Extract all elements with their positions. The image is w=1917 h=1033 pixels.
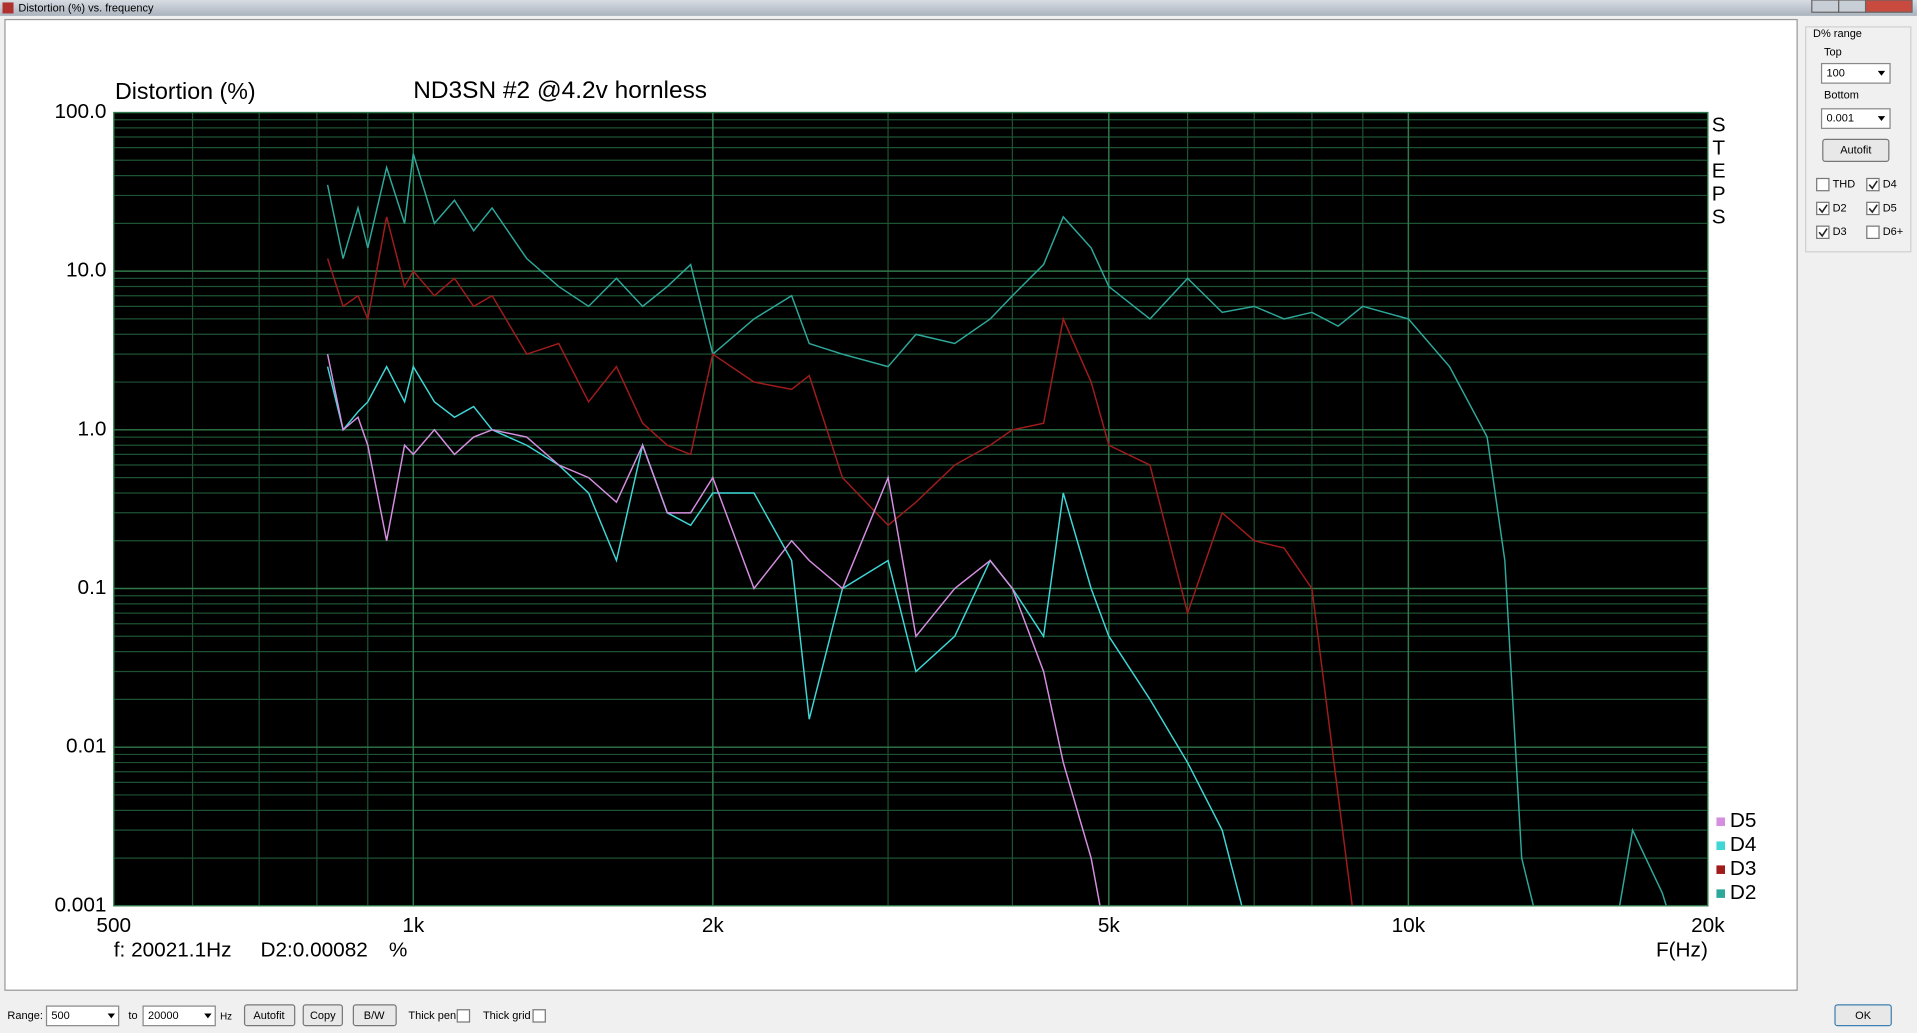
y-tick-label: 0.001 (54, 893, 106, 916)
check-mark (1868, 204, 1878, 214)
legend-swatch (1716, 889, 1725, 898)
ok-button[interactable] (1834, 1004, 1892, 1027)
legend-swatch (1716, 817, 1725, 827)
maximize-button[interactable] (1838, 0, 1867, 13)
range-label: Range: (7, 1010, 42, 1022)
legend-label: D3 (1730, 857, 1757, 880)
y-tick-label: 0.1 (78, 576, 107, 599)
checkbox[interactable] (1816, 201, 1830, 216)
thick-pen-checkbox[interactable] (456, 1009, 471, 1023)
bottom-dropdown[interactable] (1820, 108, 1891, 129)
autofit-button[interactable] (243, 1004, 296, 1027)
chart-title: ND3SN #2 @4.2v hornless (413, 77, 707, 104)
top-label: Top (1824, 46, 1842, 58)
series-line (326, 364, 1243, 906)
dropdown-arrow (204, 1013, 212, 1019)
side-label: STEPS (1707, 114, 1730, 229)
bw-button[interactable] (352, 1004, 397, 1027)
to-value: 20000 (148, 1010, 179, 1022)
ok-label: OK (1855, 1010, 1872, 1022)
plot-area (113, 112, 1708, 906)
panel-heading: D% range (1813, 28, 1862, 40)
check-mark (1818, 204, 1828, 214)
thick-grid-label: Thick grid (483, 1010, 531, 1022)
to-dropdown[interactable] (142, 1005, 216, 1027)
checkbox[interactable] (1866, 225, 1880, 239)
y-tick-label: 10.0 (66, 259, 106, 282)
from-dropdown[interactable] (45, 1005, 120, 1027)
thick-grid-checkbox[interactable] (532, 1009, 546, 1023)
panel-autofit-button[interactable] (1822, 138, 1890, 162)
checkbox[interactable] (1866, 177, 1880, 192)
checkbox-label: D4 (1883, 179, 1897, 191)
legend-label: D4 (1730, 833, 1757, 856)
close-button[interactable] (1864, 0, 1913, 13)
bottom-value: 0.001 (1826, 112, 1854, 124)
window-title: Distortion (%) vs. frequency (18, 2, 154, 14)
series-line (326, 216, 1353, 906)
legend-label: D5 (1730, 809, 1757, 832)
dropdown-arrow (1877, 116, 1886, 122)
title-bar (0, 0, 1917, 16)
bottom-label: Bottom (1824, 89, 1859, 101)
y-axis-label: Distortion (%) (115, 78, 256, 104)
checkbox-label: THD (1833, 179, 1856, 191)
x-tick-label: 10k (1392, 914, 1426, 937)
bw-label: B/W (364, 1010, 385, 1022)
series-line (326, 354, 1101, 906)
checkbox[interactable] (1816, 177, 1830, 192)
to-label: to (128, 1010, 137, 1022)
readout-value: D2:0.00082 (260, 939, 367, 962)
checkbox[interactable] (1866, 201, 1880, 216)
x-axis-label: F(Hz) (1656, 939, 1708, 962)
x-tick-label: 5k (1098, 914, 1121, 937)
y-tick-label: 100.0 (54, 100, 106, 123)
checkbox-label: D2 (1833, 202, 1847, 214)
checkbox[interactable] (1816, 225, 1830, 239)
from-value: 500 (51, 1010, 69, 1022)
range-group (1805, 26, 1912, 253)
copy-button[interactable] (302, 1004, 343, 1027)
checkbox-label: D6+ (1883, 226, 1904, 238)
readout-frequency: f: 20021.1Hz (114, 939, 232, 962)
top-value: 100 (1826, 67, 1844, 79)
x-tick-label: 500 (96, 914, 131, 937)
panel-autofit-label: Autofit (1840, 144, 1871, 156)
dropdown-arrow (1877, 70, 1886, 76)
x-tick-label: 20k (1691, 914, 1725, 937)
unit-label: Hz (220, 1012, 232, 1023)
app-icon (2, 2, 14, 14)
series-line (326, 153, 1668, 906)
minimize-button[interactable] (1811, 0, 1840, 13)
checkbox-label: D5 (1883, 202, 1897, 214)
legend-swatch (1716, 865, 1725, 874)
series-lines (326, 153, 1668, 906)
x-tick-label: 2k (702, 914, 725, 937)
plot-border (113, 111, 1709, 907)
legend-label: D2 (1730, 881, 1757, 904)
thick-pen-label: Thick pen (408, 1010, 456, 1022)
y-tick-label: 1.0 (78, 417, 107, 440)
dropdown-arrow (107, 1013, 115, 1019)
top-dropdown[interactable] (1820, 62, 1891, 84)
legend-swatch (1716, 841, 1725, 850)
autofit-label: Autofit (253, 1010, 284, 1022)
checkbox-label: D3 (1833, 226, 1847, 238)
x-tick-label: 1k (402, 914, 425, 937)
check-mark (1818, 228, 1828, 238)
y-tick-label: 0.01 (66, 735, 106, 758)
check-mark (1868, 180, 1878, 190)
readout-unit: % (389, 939, 407, 962)
copy-label: Copy (310, 1010, 336, 1022)
